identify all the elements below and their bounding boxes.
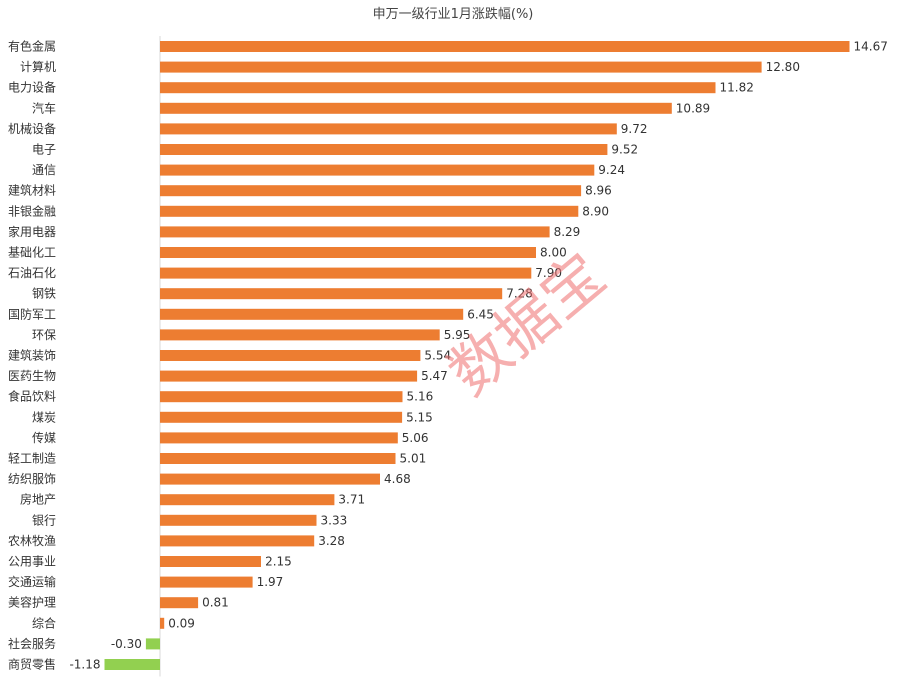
bar-2 <box>160 82 716 94</box>
category-label-14: 环保 <box>32 328 56 342</box>
bar-18 <box>160 411 403 423</box>
bar-0 <box>160 41 850 52</box>
category-label-28: 综合 <box>32 615 56 630</box>
category-label-15: 建筑装饰 <box>8 348 56 363</box>
category-label-8: 非银金融 <box>8 203 56 218</box>
value-label-9: 8.29 <box>554 225 581 239</box>
value-label-23: 3.33 <box>321 513 348 527</box>
value-label-24: 3.28 <box>318 534 345 548</box>
value-label-13: 6.45 <box>467 307 494 321</box>
value-label-20: 5.01 <box>400 452 427 466</box>
value-label-5: 9.52 <box>611 143 638 157</box>
bar-9 <box>160 226 550 238</box>
bar-19 <box>160 432 398 444</box>
category-label-22: 房地产 <box>20 492 56 507</box>
bar-21 <box>160 473 380 485</box>
category-label-24: 农林牧渔 <box>8 534 56 548</box>
value-label-29: -0.30 <box>111 637 142 651</box>
value-label-0: 14.67 <box>854 40 888 54</box>
category-label-12: 钢铁 <box>32 287 56 301</box>
value-label-6: 9.24 <box>598 163 625 177</box>
value-label-22: 3.71 <box>338 493 365 507</box>
category-label-4: 机械设备 <box>8 121 56 136</box>
category-label-0: 有色金属 <box>8 39 56 54</box>
value-label-19: 5.06 <box>402 431 429 445</box>
value-label-17: 5.16 <box>407 390 434 404</box>
value-label-2: 11.82 <box>720 81 754 95</box>
bar-16 <box>160 370 418 382</box>
category-label-11: 石油石化 <box>8 266 56 280</box>
category-label-1: 计算机 <box>20 59 56 74</box>
value-label-28: 0.09 <box>168 616 195 630</box>
value-label-4: 9.72 <box>621 122 648 136</box>
bar-24 <box>160 535 315 547</box>
bar-15 <box>160 350 421 361</box>
bar-30 <box>104 659 160 670</box>
value-label-18: 5.15 <box>406 410 433 424</box>
category-label-3: 汽车 <box>32 100 56 115</box>
category-label-13: 国防军工 <box>8 306 56 321</box>
category-label-2: 电力设备 <box>8 81 56 95</box>
bar-17 <box>160 391 403 403</box>
category-label-9: 家用电器 <box>8 224 56 239</box>
bar-27 <box>160 597 199 609</box>
value-label-16: 5.47 <box>421 369 448 383</box>
category-label-27: 美容护理 <box>8 595 56 610</box>
bar-11 <box>160 267 532 279</box>
category-label-23: 银行 <box>32 513 56 527</box>
value-label-3: 10.89 <box>676 101 710 115</box>
chart-title: 申万一级行业1月涨跌幅(%) <box>373 6 534 22</box>
category-label-18: 煤炭 <box>32 410 56 424</box>
value-label-21: 4.68 <box>384 472 411 486</box>
category-label-29: 社会服务 <box>8 636 56 651</box>
bar-6 <box>160 164 595 176</box>
value-label-15: 5.54 <box>424 349 451 363</box>
category-label-30: 商贸零售 <box>8 657 56 672</box>
category-label-20: 轻工制造 <box>8 452 56 466</box>
bar-29 <box>145 638 160 650</box>
value-label-25: 2.15 <box>265 555 292 569</box>
bar-10 <box>160 247 536 258</box>
category-label-25: 公用事业 <box>8 555 56 569</box>
bar-4 <box>160 123 617 135</box>
category-label-6: 通信 <box>32 163 56 177</box>
value-label-8: 8.90 <box>582 204 609 218</box>
bar-5 <box>160 144 608 155</box>
value-label-1: 12.80 <box>766 60 800 74</box>
bar-25 <box>160 556 261 567</box>
bar-8 <box>160 205 579 217</box>
value-label-30: -1.18 <box>69 658 100 672</box>
value-label-26: 1.97 <box>257 575 284 589</box>
value-label-11: 7.90 <box>535 266 562 280</box>
category-label-21: 纺织服饰 <box>8 472 56 486</box>
bar-22 <box>160 494 335 506</box>
bar-12 <box>160 288 503 300</box>
category-label-16: 医药生物 <box>8 369 56 383</box>
value-label-12: 7.28 <box>506 287 533 301</box>
bar-20 <box>160 453 396 464</box>
value-label-7: 8.96 <box>585 184 612 198</box>
value-label-14: 5.95 <box>444 328 471 342</box>
category-label-19: 传媒 <box>32 430 56 445</box>
value-label-10: 8.00 <box>540 246 567 260</box>
category-label-5: 电子 <box>32 143 56 157</box>
category-label-10: 基础化工 <box>8 246 56 260</box>
bar-14 <box>160 329 440 341</box>
bar-7 <box>160 185 582 197</box>
category-label-17: 食品饮料 <box>8 389 56 404</box>
bar-23 <box>160 514 317 526</box>
bar-1 <box>160 61 762 73</box>
bar-28 <box>160 617 165 629</box>
bar-13 <box>160 308 464 320</box>
bar-3 <box>160 102 672 114</box>
category-label-26: 交通运输 <box>8 574 56 589</box>
category-label-7: 建筑材料 <box>8 183 56 198</box>
watermark-logo: 数据宝 <box>436 240 619 409</box>
value-label-27: 0.81 <box>202 596 229 610</box>
bar-26 <box>160 576 253 588</box>
